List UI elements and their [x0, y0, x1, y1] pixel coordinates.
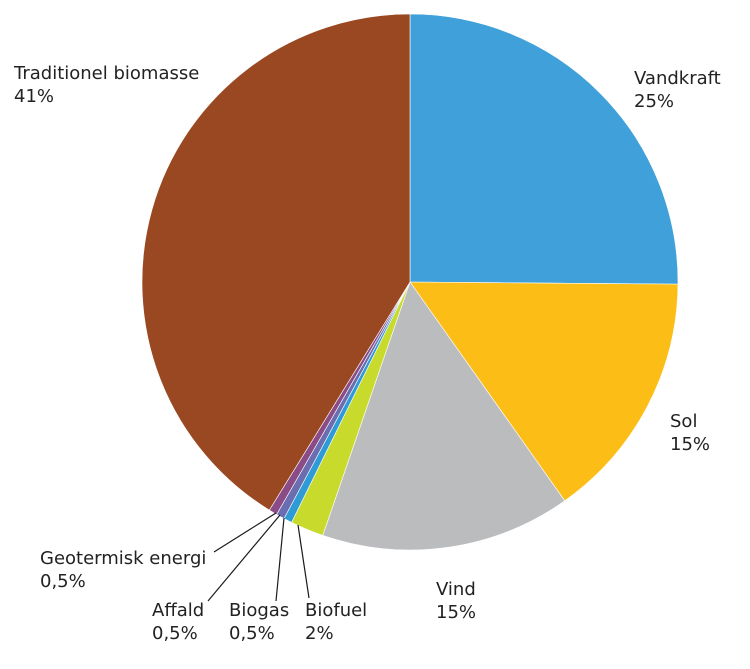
label-biofuel-value: 2%	[305, 623, 334, 644]
label-vind-value: 15%	[436, 602, 477, 623]
label-vind: Vind 15%	[436, 578, 476, 624]
label-biogas: Biogas 0,5%	[229, 599, 289, 645]
pie-slices	[141, 13, 679, 551]
label-geotermisk-energi-name: Geotermisk energi	[40, 548, 207, 569]
label-vandkraft-value: 25%	[634, 91, 675, 112]
leader-line-biofuel	[297, 524, 310, 599]
label-sol-name: Sol	[670, 411, 698, 432]
label-vind-name: Vind	[436, 579, 476, 600]
label-vandkraft: Vandkraft 25%	[634, 67, 721, 113]
label-vandkraft-name: Vandkraft	[634, 68, 721, 89]
label-affald: Affald 0,5%	[152, 599, 204, 645]
leader-line-affald	[207, 514, 281, 602]
label-traditionel-biomasse: Traditionel biomasse 41%	[14, 62, 199, 108]
label-affald-value: 0,5%	[152, 623, 198, 644]
leader-lines	[207, 512, 310, 602]
label-affald-name: Affald	[152, 600, 205, 621]
leader-line-geotermisk	[213, 512, 277, 553]
label-geotermisk-energi-value: 0,5%	[40, 571, 86, 592]
label-traditionel-biomasse-value: 41%	[14, 86, 55, 107]
label-biofuel: Biofuel 2%	[305, 599, 367, 645]
label-geotermisk-energi: Geotermisk energi 0,5%	[40, 547, 206, 593]
label-biofuel-name: Biofuel	[305, 600, 368, 621]
label-biogas-name: Biogas	[229, 600, 290, 621]
label-sol: Sol 15%	[670, 410, 710, 456]
pie-slice-sol	[409, 281, 679, 502]
leader-line-biogas	[275, 517, 285, 602]
pie-slice-traditionel-biomasse	[141, 13, 411, 511]
pie-slice-vandkraft	[409, 13, 679, 285]
label-sol-value: 15%	[670, 434, 711, 455]
pie-slice-vind	[322, 281, 566, 551]
label-biogas-value: 0,5%	[229, 623, 275, 644]
label-traditionel-biomasse-name: Traditionel biomasse	[14, 63, 200, 84]
